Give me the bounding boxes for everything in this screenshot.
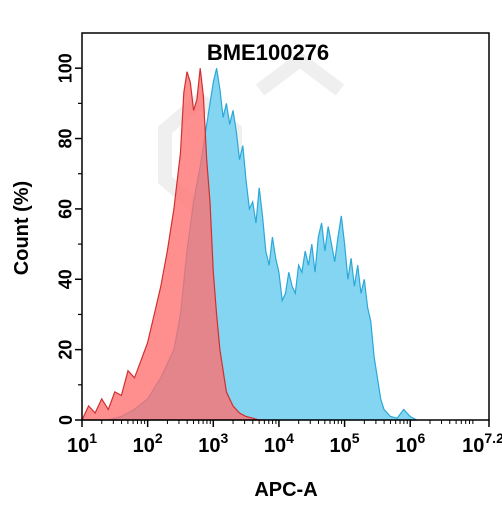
y-tick-label: 20 bbox=[56, 340, 76, 360]
y-tick-label: 80 bbox=[56, 129, 76, 149]
y-axis-ticks: 0 20 40 60 80 100 bbox=[56, 53, 82, 425]
x-tick-label: 106 bbox=[395, 430, 425, 457]
series-red-area bbox=[81, 68, 266, 421]
x-tick-label: 104 bbox=[264, 430, 294, 457]
y-axis-title: Count (%) bbox=[11, 181, 33, 275]
y-tick-label: 60 bbox=[56, 199, 76, 219]
x-axis-title: APC-A bbox=[254, 479, 317, 501]
x-axis-ticks: 101 102 103 104 105 106 107.2 bbox=[67, 420, 502, 457]
series-layer bbox=[81, 68, 418, 421]
y-tick-label: 0 bbox=[56, 415, 76, 425]
chart-title: BME100276 bbox=[207, 40, 329, 65]
x-tick-label: 103 bbox=[198, 430, 228, 457]
x-tick-label: 101 bbox=[67, 430, 97, 457]
x-tick-label: 105 bbox=[330, 430, 360, 457]
series-blue-area bbox=[82, 68, 418, 421]
y-tick-label: 100 bbox=[56, 53, 76, 83]
x-tick-label: 102 bbox=[133, 430, 163, 457]
plot-frame bbox=[81, 32, 490, 421]
x-tick-label: 107.2 bbox=[462, 430, 502, 457]
y-tick-label: 40 bbox=[56, 269, 76, 289]
